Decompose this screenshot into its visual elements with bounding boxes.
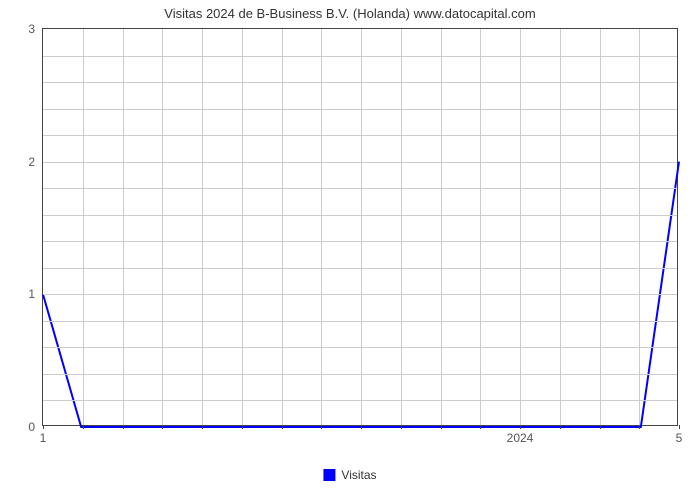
gridline-vertical (242, 29, 243, 425)
x-tick-mark (282, 425, 283, 429)
gridline-vertical (600, 29, 601, 425)
x-tick-mark (441, 425, 442, 429)
x-tick-mark (43, 425, 44, 429)
chart-title: Visitas 2024 de B-Business B.V. (Holanda… (0, 6, 700, 21)
gridline-horizontal (43, 268, 677, 269)
x-tick-mark (679, 425, 680, 429)
gridline-horizontal (43, 294, 677, 295)
x-tick-mark (83, 425, 84, 429)
gridline-horizontal (43, 321, 677, 322)
x-tick-label: 2024 (507, 431, 534, 445)
x-tick-mark (401, 425, 402, 429)
gridline-vertical (480, 29, 481, 425)
gridline-horizontal (43, 188, 677, 189)
gridline-horizontal (43, 241, 677, 242)
gridline-vertical (441, 29, 442, 425)
legend: Visitas (323, 468, 376, 482)
x-tick-mark (162, 425, 163, 429)
gridline-horizontal (43, 162, 677, 163)
x-tick-mark (202, 425, 203, 429)
legend-label: Visitas (341, 468, 376, 482)
y-tick-label: 3 (28, 22, 35, 36)
gridline-horizontal (43, 400, 677, 401)
gridline-vertical (639, 29, 640, 425)
y-tick-label: 2 (28, 155, 35, 169)
gridline-vertical (520, 29, 521, 425)
y-tick-label: 0 (28, 420, 35, 434)
gridline-vertical (123, 29, 124, 425)
x-tick-mark (560, 425, 561, 429)
chart-container: Visitas 2024 de B-Business B.V. (Holanda… (0, 0, 700, 500)
gridline-vertical (401, 29, 402, 425)
gridline-vertical (321, 29, 322, 425)
gridline-horizontal (43, 215, 677, 216)
y-tick-label: 1 (28, 287, 35, 301)
gridline-horizontal (43, 56, 677, 57)
gridline-horizontal (43, 109, 677, 110)
gridline-vertical (162, 29, 163, 425)
x-tick-mark (480, 425, 481, 429)
x-tick-label: 5 (676, 431, 683, 445)
x-tick-mark (242, 425, 243, 429)
x-tick-mark (520, 425, 521, 429)
gridline-horizontal (43, 135, 677, 136)
gridline-vertical (361, 29, 362, 425)
gridline-horizontal (43, 347, 677, 348)
plot-area: 0123120245 (42, 28, 678, 426)
x-tick-label: 1 (40, 431, 47, 445)
x-tick-mark (321, 425, 322, 429)
gridline-vertical (202, 29, 203, 425)
gridline-vertical (282, 29, 283, 425)
x-tick-mark (361, 425, 362, 429)
x-tick-mark (123, 425, 124, 429)
gridline-vertical (83, 29, 84, 425)
legend-swatch (323, 469, 335, 481)
gridline-vertical (560, 29, 561, 425)
x-tick-mark (639, 425, 640, 429)
x-tick-mark (600, 425, 601, 429)
gridline-horizontal (43, 374, 677, 375)
gridline-horizontal (43, 82, 677, 83)
